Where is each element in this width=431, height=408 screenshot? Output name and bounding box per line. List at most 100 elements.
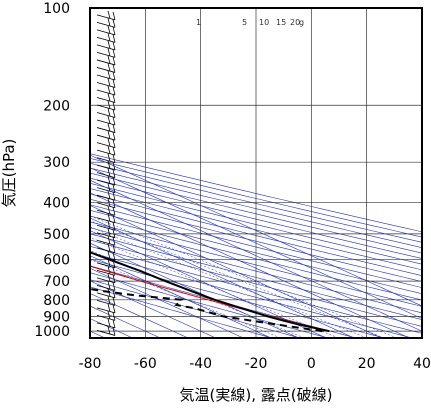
y-tick-label: 1000 <box>34 324 70 340</box>
wind-barb-staff <box>96 224 116 231</box>
isotherm-line <box>90 267 244 338</box>
wind-barb-flag <box>112 177 116 186</box>
y-tick-label: 400 <box>43 196 70 212</box>
grid-group <box>90 7 422 338</box>
wind-barb-staff <box>96 104 116 111</box>
wind-barb-flag <box>107 296 111 305</box>
y-tick-label: 600 <box>43 252 70 268</box>
y-axis-title: 気圧(hPa) <box>0 139 18 208</box>
wind-barb-staff <box>96 37 116 43</box>
wind-barb-flag <box>112 41 116 51</box>
wind-barb-flag <box>112 19 116 28</box>
mixing-ratio-line <box>90 226 367 338</box>
wind-barb-staff <box>96 14 116 21</box>
wind-barb-staff <box>96 187 116 194</box>
x-tick-label: -80 <box>79 356 102 372</box>
wind-barb-flag <box>112 222 116 231</box>
wind-barb-group <box>96 10 116 336</box>
wind-barb-staff <box>96 284 116 291</box>
background-line-group <box>90 153 422 338</box>
dry-adiabat-line <box>90 233 422 320</box>
wind-barb-flag <box>112 86 116 96</box>
mixing-ratio-label: 15 <box>276 18 286 27</box>
dry-adiabat-line <box>90 188 422 271</box>
wind-barb-flag <box>112 237 116 246</box>
temperature-line <box>90 251 330 333</box>
y-tick-label: 800 <box>43 293 70 309</box>
wind-barb-flag <box>107 153 111 162</box>
wind-barb-staff <box>96 277 116 284</box>
mixing-ratio-label-group: 1 5 10 15 20g <box>196 18 304 27</box>
wind-barb-flag <box>112 147 116 156</box>
wind-barb-staff <box>96 149 116 156</box>
x-tick-label: 20 <box>358 356 376 372</box>
y-tick-label: 100 <box>43 1 70 17</box>
wind-barb-staff <box>96 307 116 314</box>
y-tick-label: 900 <box>43 309 70 325</box>
wind-barb-flag <box>107 33 111 42</box>
wind-barb-staff <box>96 315 116 321</box>
isotherm-line <box>90 167 422 319</box>
wind-barb-flag <box>112 184 116 193</box>
wind-barb-flag <box>107 236 111 244</box>
wind-barb-flag <box>112 139 116 148</box>
dry-adiabat-line <box>90 221 422 307</box>
wind-barb-flag <box>112 244 116 253</box>
wind-barb-flag <box>107 108 111 117</box>
wind-barb-flag <box>112 116 116 126</box>
wind-barb-flag <box>107 85 111 94</box>
wind-barb-flag <box>112 252 116 261</box>
isotherm-line <box>90 217 355 338</box>
wind-barb-staff <box>96 269 116 276</box>
wind-barb-staff <box>96 142 116 148</box>
wind-barb-staff <box>96 59 116 66</box>
wind-barb-flag <box>112 282 116 291</box>
wind-barb-flag <box>107 100 111 109</box>
wind-barb-flag <box>107 55 111 64</box>
wind-barb-flag <box>107 25 111 34</box>
wind-barb-flag <box>107 78 111 87</box>
mixing-ratio-label: 5 <box>242 18 247 27</box>
wind-barb-staff <box>96 112 116 118</box>
wind-barb-flag <box>107 70 111 79</box>
isotherm-line <box>90 205 382 338</box>
wind-barb-flag <box>112 199 116 208</box>
wind-barb-flag <box>112 162 116 171</box>
wind-barb-flag <box>107 221 111 229</box>
wind-barb-flag <box>107 138 111 147</box>
dry-adiabat-line <box>90 227 422 314</box>
wind-barb-flag <box>107 251 111 260</box>
wind-barb-flag <box>112 101 116 111</box>
x-tick-label: 40 <box>413 356 431 372</box>
wind-barb-staff <box>96 194 116 201</box>
wind-barb-staff <box>96 299 116 306</box>
dry-adiabat-line <box>90 198 422 282</box>
wind-barb-staff <box>96 239 116 246</box>
wind-barb-flag <box>112 319 116 329</box>
wind-barb-staff <box>96 232 116 239</box>
wind-barb-flag <box>107 130 111 139</box>
wind-barb-flag <box>107 228 111 237</box>
wind-barb-flag <box>107 318 111 327</box>
wind-barb-flag <box>107 123 111 132</box>
wind-barb-staff <box>96 74 116 81</box>
wind-barb-staff <box>96 127 116 133</box>
wind-barb-flag <box>112 327 116 336</box>
dry-adiabat-line <box>90 239 422 327</box>
mixing-ratio-label: 1 <box>196 18 201 27</box>
wind-barb-flag <box>112 312 116 321</box>
wind-barb-flag <box>112 124 116 133</box>
wind-barb-flag <box>107 145 111 154</box>
wind-barb-flag <box>112 304 116 313</box>
wind-barb-flag <box>112 94 116 103</box>
isotherm-line <box>90 192 410 338</box>
mixing-ratio-line <box>90 259 281 338</box>
isotherm-line <box>90 230 327 338</box>
wind-barb-flag <box>112 154 116 163</box>
dry-adiabat-line <box>90 182 422 265</box>
wind-barb-staff <box>96 29 116 36</box>
x-tick-label: -40 <box>189 356 212 372</box>
dry-adiabat-line <box>90 204 422 288</box>
wind-barb-staff <box>96 164 116 171</box>
wind-barb-staff <box>96 262 116 269</box>
